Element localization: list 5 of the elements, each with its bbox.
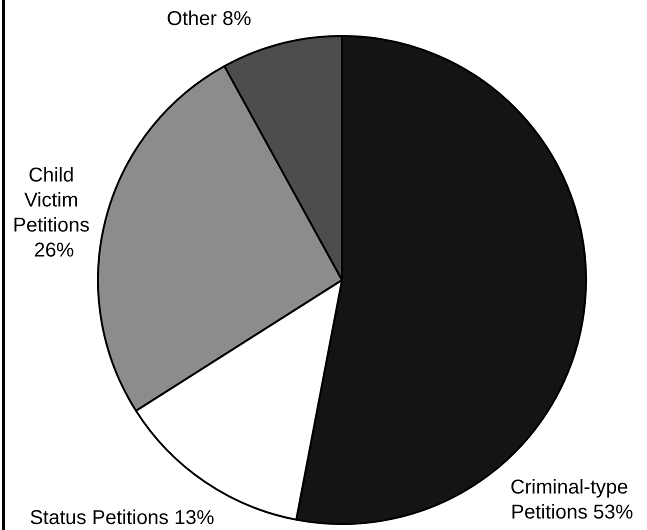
data-label: 26% xyxy=(34,240,74,262)
slice-label: Other 8% xyxy=(166,8,252,30)
slice-label: Child Victim Petitions xyxy=(12,164,96,236)
slice-label: Criminal-type Petitions 53% xyxy=(510,476,634,524)
slice-label: Status Petitions 13% xyxy=(30,507,214,529)
